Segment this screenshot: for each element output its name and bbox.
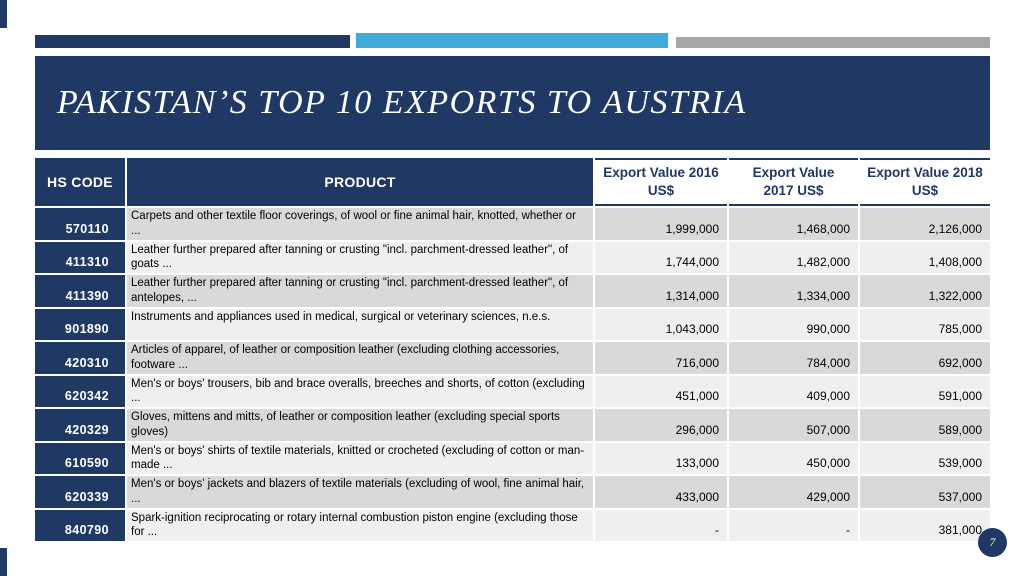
value-2017-cell: 1,334,000 [729, 275, 858, 307]
value-2018-cell: 537,000 [860, 476, 990, 508]
value-2016-cell: 433,000 [595, 476, 727, 508]
value-2018-cell: 539,000 [860, 442, 990, 474]
value-2017-cell: 409,000 [729, 375, 858, 407]
hs-code-cell: 620342 [35, 375, 125, 407]
value-2016-cell: 1,043,000 [595, 308, 727, 340]
value-2017-cell: 507,000 [729, 409, 858, 441]
product-cell: Instruments and appliances used in medic… [127, 308, 593, 340]
exports-table: HS CODE PRODUCT Export Value 2016 US$ Ex… [35, 158, 990, 541]
value-2018-cell: 1,322,000 [860, 275, 990, 307]
corner-mark-top-left [0, 0, 7, 28]
col-header-2017-line1: Export Value [752, 164, 835, 180]
col-header-export-2016: Export Value 2016 US$ [595, 158, 727, 206]
value-2017-cell: 450,000 [729, 442, 858, 474]
product-cell: Leather further prepared after tanning o… [127, 275, 593, 307]
value-2018-cell: 785,000 [860, 308, 990, 340]
page-number: 7 [989, 535, 996, 549]
product-cell: Men's or boys' shirts of textile materia… [127, 442, 593, 474]
hs-code-cell: 411390 [35, 275, 125, 307]
accent-bar-blue [356, 33, 668, 48]
col-header-2016-line1: Export Value 2016 [603, 164, 719, 180]
product-cell: Carpets and other textile floor covering… [127, 208, 593, 240]
accent-bar-navy [35, 35, 350, 48]
col-header-export-2017: Export Value 2017 US$ [729, 158, 858, 206]
col-header-2018-line2: US$ [911, 183, 939, 198]
hs-code-cell: 620339 [35, 476, 125, 508]
page-number-badge: 7 [978, 528, 1007, 557]
value-2016-cell: 451,000 [595, 375, 727, 407]
value-2016-cell: 1,999,000 [595, 208, 727, 240]
product-cell: Gloves, mittens and mitts, of leather or… [127, 409, 593, 441]
value-2018-cell: 1,408,000 [860, 241, 990, 273]
hs-code-cell: 840790 [35, 509, 125, 541]
page-title: PAKISTAN’S TOP 10 EXPORTS TO AUSTRIA [57, 84, 747, 121]
value-2018-cell: 589,000 [860, 409, 990, 441]
value-2016-cell: - [595, 509, 727, 541]
col-header-product: PRODUCT [127, 158, 593, 206]
value-2018-cell: 591,000 [860, 375, 990, 407]
value-2016-cell: 716,000 [595, 342, 727, 374]
value-2016-cell: 1,314,000 [595, 275, 727, 307]
value-2017-cell: 784,000 [729, 342, 858, 374]
col-header-hs-code: HS CODE [35, 158, 125, 206]
value-2018-cell: 692,000 [860, 342, 990, 374]
product-cell: Men's or boys' trousers, bib and brace o… [127, 375, 593, 407]
hs-code-cell: 610590 [35, 442, 125, 474]
product-cell: Leather further prepared after tanning o… [127, 241, 593, 273]
product-cell: Articles of apparel, of leather or compo… [127, 342, 593, 374]
hs-code-cell: 420329 [35, 409, 125, 441]
value-2017-cell: 429,000 [729, 476, 858, 508]
hs-code-cell: 420310 [35, 342, 125, 374]
value-2017-cell: - [729, 509, 858, 541]
product-cell: Men's or boys' jackets and blazers of te… [127, 476, 593, 508]
hs-code-cell: 901890 [35, 308, 125, 340]
product-cell: Spark-ignition reciprocating or rotary i… [127, 509, 593, 541]
corner-mark-bottom-left [0, 548, 7, 576]
value-2017-cell: 990,000 [729, 308, 858, 340]
value-2016-cell: 1,744,000 [595, 241, 727, 273]
col-header-2018-line1: Export Value 2018 [867, 164, 983, 180]
col-header-2017-line2: 2017 US$ [763, 183, 824, 198]
col-header-export-2018: Export Value 2018 US$ [860, 158, 990, 206]
value-2018-cell: 381,000 [860, 509, 990, 541]
hs-code-cell: 570110 [35, 208, 125, 240]
col-header-2016-line2: US$ [647, 183, 675, 198]
value-2017-cell: 1,468,000 [729, 208, 858, 240]
value-2016-cell: 133,000 [595, 442, 727, 474]
value-2017-cell: 1,482,000 [729, 241, 858, 273]
title-banner: PAKISTAN’S TOP 10 EXPORTS TO AUSTRIA [35, 56, 990, 150]
accent-bar-gray [676, 37, 990, 48]
hs-code-cell: 411310 [35, 241, 125, 273]
value-2018-cell: 2,126,000 [860, 208, 990, 240]
value-2016-cell: 296,000 [595, 409, 727, 441]
